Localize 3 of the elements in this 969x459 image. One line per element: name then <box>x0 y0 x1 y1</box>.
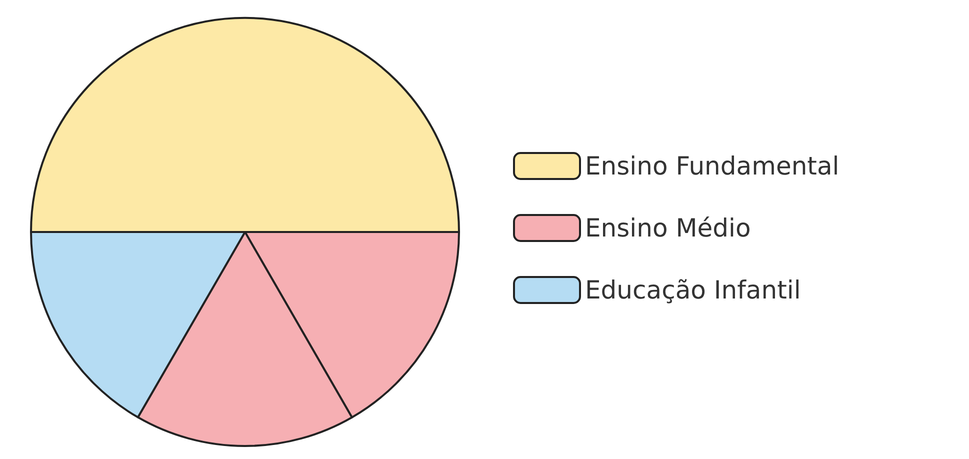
legend-label: Ensino Médio <box>585 214 751 242</box>
legend-label: Educação Infantil <box>585 276 801 304</box>
legend-label: Ensino Fundamental <box>585 152 840 180</box>
